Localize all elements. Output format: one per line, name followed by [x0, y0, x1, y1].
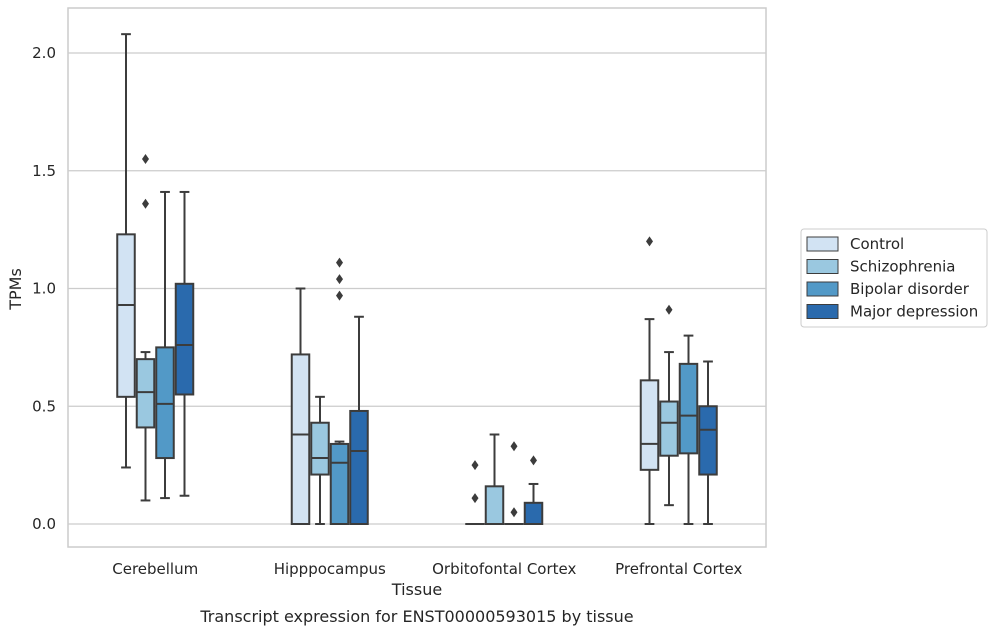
- box: [523, 501, 544, 525]
- legend-label: Bipolar disorder: [850, 280, 970, 298]
- legend-items: Control Schizophrenia Bipolar disorder Majo…: [806, 235, 978, 321]
- x-tick-labels: Cerebellum Hipppocampus Orbitofontal Corte…: [112, 560, 742, 578]
- outlier-point: [336, 290, 343, 301]
- chart-caption: Transcript expression for ENST0000059301…: [199, 607, 633, 626]
- box-group: [639, 236, 660, 525]
- outlier-point: [336, 274, 343, 285]
- x-tick-label: Prefrontal Cortex: [615, 560, 742, 578]
- plot-frame: [67, 7, 767, 548]
- y-axis-label: TPMs: [6, 268, 25, 311]
- box: [174, 282, 195, 396]
- legend-frame: [800, 228, 988, 328]
- x-tick-label: Orbitofontal Cortex: [432, 560, 576, 578]
- outlier-point: [510, 441, 518, 452]
- box: [310, 421, 330, 476]
- box: [155, 346, 175, 460]
- box-group: [116, 33, 136, 469]
- y-tick-labels: 0.0 0.5 1.0 1.5 2.0: [32, 44, 56, 533]
- box-group: [678, 334, 699, 525]
- box-group: [155, 190, 175, 500]
- box: [290, 353, 311, 525]
- outlier-point: [142, 153, 149, 164]
- outlier-point: [530, 455, 537, 466]
- box: [349, 409, 369, 525]
- x-tick-label: Hipppocampus: [274, 560, 386, 578]
- box: [116, 233, 136, 398]
- outlier-point: [471, 460, 479, 471]
- legend-label: Schizophrenia: [850, 258, 955, 276]
- box-group: [465, 460, 485, 526]
- outlier-point: [646, 236, 653, 247]
- box-group: [659, 304, 679, 507]
- box-group: [135, 153, 156, 502]
- y-tick-label: 2.0: [32, 44, 56, 62]
- box-group: [290, 287, 311, 525]
- y-tick-label: 1.5: [32, 162, 56, 180]
- legend-label: Major depression: [850, 303, 978, 321]
- x-axis-label: Tissue: [391, 580, 442, 599]
- y-tick-label: 1.0: [32, 280, 56, 298]
- outlier-point: [142, 198, 149, 209]
- box-group: [349, 315, 369, 525]
- box: [639, 379, 660, 471]
- box-group: [523, 455, 544, 525]
- legend: Control Schizophrenia Bipolar disorder Majo…: [800, 228, 988, 328]
- box-group: [504, 441, 524, 526]
- legend-label: Control: [850, 235, 904, 253]
- box: [659, 400, 679, 457]
- outlier-point: [471, 493, 479, 504]
- outlier-point: [510, 507, 518, 518]
- y-tick-label: 0.0: [32, 515, 56, 533]
- outlier-point: [665, 304, 673, 315]
- box: [135, 358, 156, 429]
- box-group: [484, 433, 505, 526]
- y-tick-label: 0.5: [32, 397, 56, 415]
- legend-swatch: [806, 281, 839, 297]
- box-group: [329, 257, 350, 525]
- box: [484, 485, 505, 526]
- legend-swatch: [806, 259, 839, 274]
- box: [678, 362, 699, 455]
- box-groups: [116, 33, 718, 526]
- box: [329, 442, 350, 525]
- outlier-point: [336, 257, 343, 268]
- box: [698, 405, 718, 476]
- box-group: [698, 360, 718, 525]
- box-group: [310, 395, 330, 525]
- x-tick-label: Cerebellum: [112, 560, 198, 578]
- legend-swatch: [806, 304, 839, 319]
- legend-swatch: [806, 236, 839, 252]
- box-group: [174, 190, 195, 497]
